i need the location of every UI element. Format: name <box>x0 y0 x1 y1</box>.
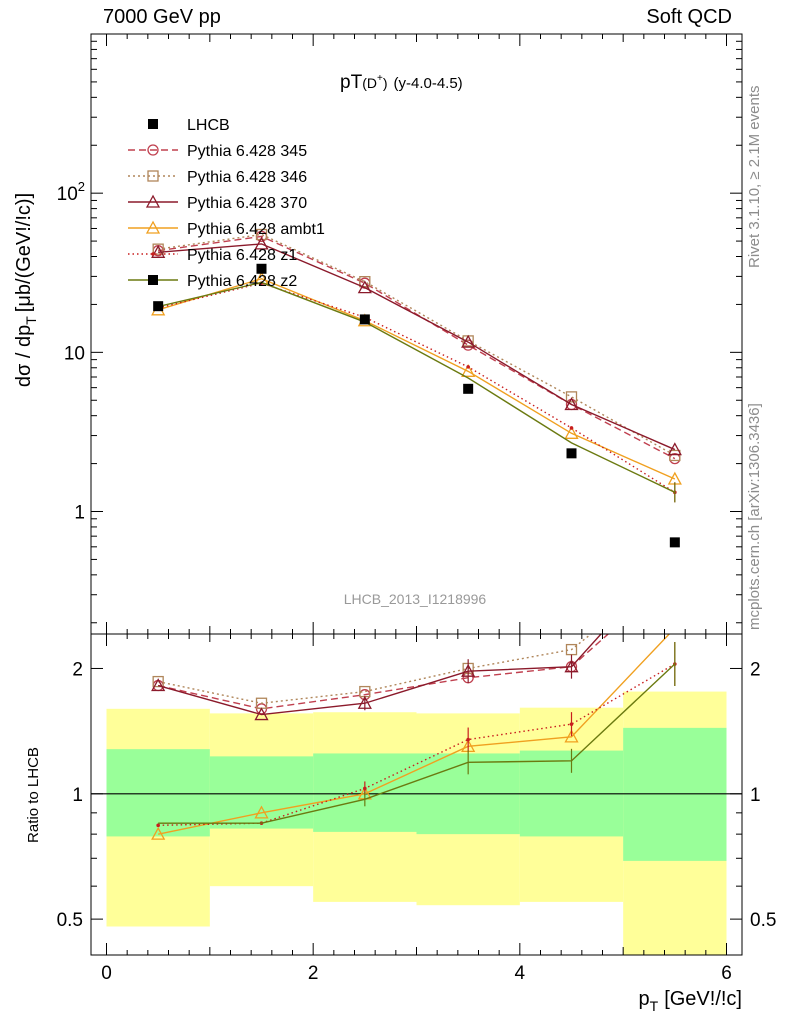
marker-square <box>147 170 159 182</box>
series-2 <box>151 236 682 456</box>
marker-dot <box>466 737 470 742</box>
ratio-y-tick-label-right: 1 <box>750 785 761 806</box>
y-tick-label: 1 <box>74 503 85 524</box>
marker-triangle <box>667 442 682 456</box>
marker-triangle <box>357 280 372 294</box>
ratio-y-tick-label-right: 2 <box>750 659 761 680</box>
analysis-watermark: LHCB_2013_I1218996 <box>344 591 487 607</box>
marker-square <box>565 643 578 656</box>
marker-square <box>669 449 681 462</box>
data-point <box>566 448 577 459</box>
marker-dot <box>569 426 574 430</box>
marker-triangle <box>564 659 579 673</box>
marker-circle <box>147 144 159 156</box>
marker-triangle <box>145 220 161 234</box>
marker-triangle <box>254 707 269 721</box>
data-point <box>256 263 267 274</box>
marker-dot <box>569 722 574 726</box>
uncertainty-band-green <box>209 756 314 829</box>
legend-label: Pythia 6.428 370 <box>187 195 307 212</box>
ratio-series-2 <box>151 546 681 721</box>
marker-triangle <box>564 425 579 439</box>
ratio-plot: 0.5 0.5 1 1 2 2 0 2 4 6 Ratio to LHCB pT [GeV!/!c] <box>25 546 776 1014</box>
data-point <box>463 383 474 394</box>
y-axis-label: dσ / dpT[μb/(GeV!/!c)] <box>13 193 39 387</box>
ratio-series-line <box>158 663 676 824</box>
ratio-series-3 <box>151 622 681 840</box>
series-3 <box>151 271 682 485</box>
marker-triangle <box>254 236 269 250</box>
ratio-y-tick-label: 2 <box>72 659 83 680</box>
header-left: 7000 GeV pp <box>103 6 221 28</box>
legend-label: Pythia 6.428 346 <box>187 169 307 186</box>
marker-triangle <box>254 805 269 819</box>
marker-square <box>255 228 268 241</box>
marker-triangle <box>564 729 579 743</box>
series-1 <box>152 228 681 462</box>
marker-dot <box>363 786 367 791</box>
x-tick-label: 2 <box>308 963 319 984</box>
marker-triangle <box>145 194 161 208</box>
ratio-y-axis-label: Ratio to LHCB <box>25 747 42 843</box>
marker-triangle <box>669 546 681 557</box>
legend-label: Pythia 6.428 345 <box>187 143 307 160</box>
marker-dot <box>466 365 470 369</box>
marker-triangle <box>461 334 476 348</box>
main-plot: 1 10 102 pT(D+) (y-4.0-4.5) dσ / dpT[μb/(GeV!… <box>13 33 743 635</box>
marker-triangle <box>461 663 476 677</box>
series-line <box>158 233 676 457</box>
ratio-series-line <box>158 634 610 710</box>
ratio-series-line <box>157 634 602 716</box>
marker-square <box>359 276 371 288</box>
y-tick-label: 10 <box>64 343 85 364</box>
data-point <box>153 301 164 312</box>
ratio-y-tick-label-right: 0.5 <box>750 910 776 931</box>
series-line <box>157 277 676 480</box>
marker-circle <box>670 570 680 580</box>
marker-square <box>565 391 578 403</box>
series-0 <box>152 230 681 465</box>
x-axis-label: pT [GeV!/!c] <box>639 988 743 1014</box>
data-point <box>359 314 370 325</box>
ratio-y-tick-label: 0.5 <box>57 910 83 931</box>
marker-triangle <box>151 244 166 258</box>
ratio-series-line <box>158 634 671 835</box>
y-tick-label: 102 <box>57 179 85 205</box>
marker-square <box>152 675 164 688</box>
legend: LHCB Pythia 6.428 345 Pythia 6.428 346 Pyth… <box>128 117 325 290</box>
x-tick-label: 6 <box>721 963 732 984</box>
marker-dot <box>156 823 160 828</box>
x-tick-label: 4 <box>515 963 526 984</box>
ratio-y-tick-label: 1 <box>72 785 83 806</box>
legend-marker <box>148 119 158 129</box>
uncertainty-band-green <box>106 749 210 837</box>
series-line <box>158 281 676 493</box>
legend-label: LHCB <box>187 117 230 134</box>
marker-triangle <box>357 695 372 709</box>
chart-title: pT(D+) (y-4.0-4.5) <box>340 72 463 93</box>
marker-triangle <box>151 678 166 692</box>
series-line <box>158 235 676 460</box>
legend-label: Pythia 6.428 ambt1 <box>187 221 325 238</box>
marker-triangle <box>669 622 681 633</box>
marker-triangle <box>461 363 476 377</box>
header-right: Soft QCD <box>646 6 732 28</box>
marker-dot <box>151 252 155 256</box>
series-5 <box>158 281 676 503</box>
ratio-series-5 <box>158 642 676 824</box>
marker-square <box>670 562 680 572</box>
marker-triangle <box>151 826 166 840</box>
legend-marker <box>148 275 158 285</box>
marker-triangle <box>564 397 579 411</box>
series-line <box>158 243 676 451</box>
legend-label: Pythia 6.428 z2 <box>187 273 297 290</box>
x-tick-label: 0 <box>101 963 112 984</box>
marker-square <box>152 243 164 255</box>
data-point <box>669 537 680 548</box>
legend-label: Pythia 6.428 z1 <box>187 247 297 264</box>
